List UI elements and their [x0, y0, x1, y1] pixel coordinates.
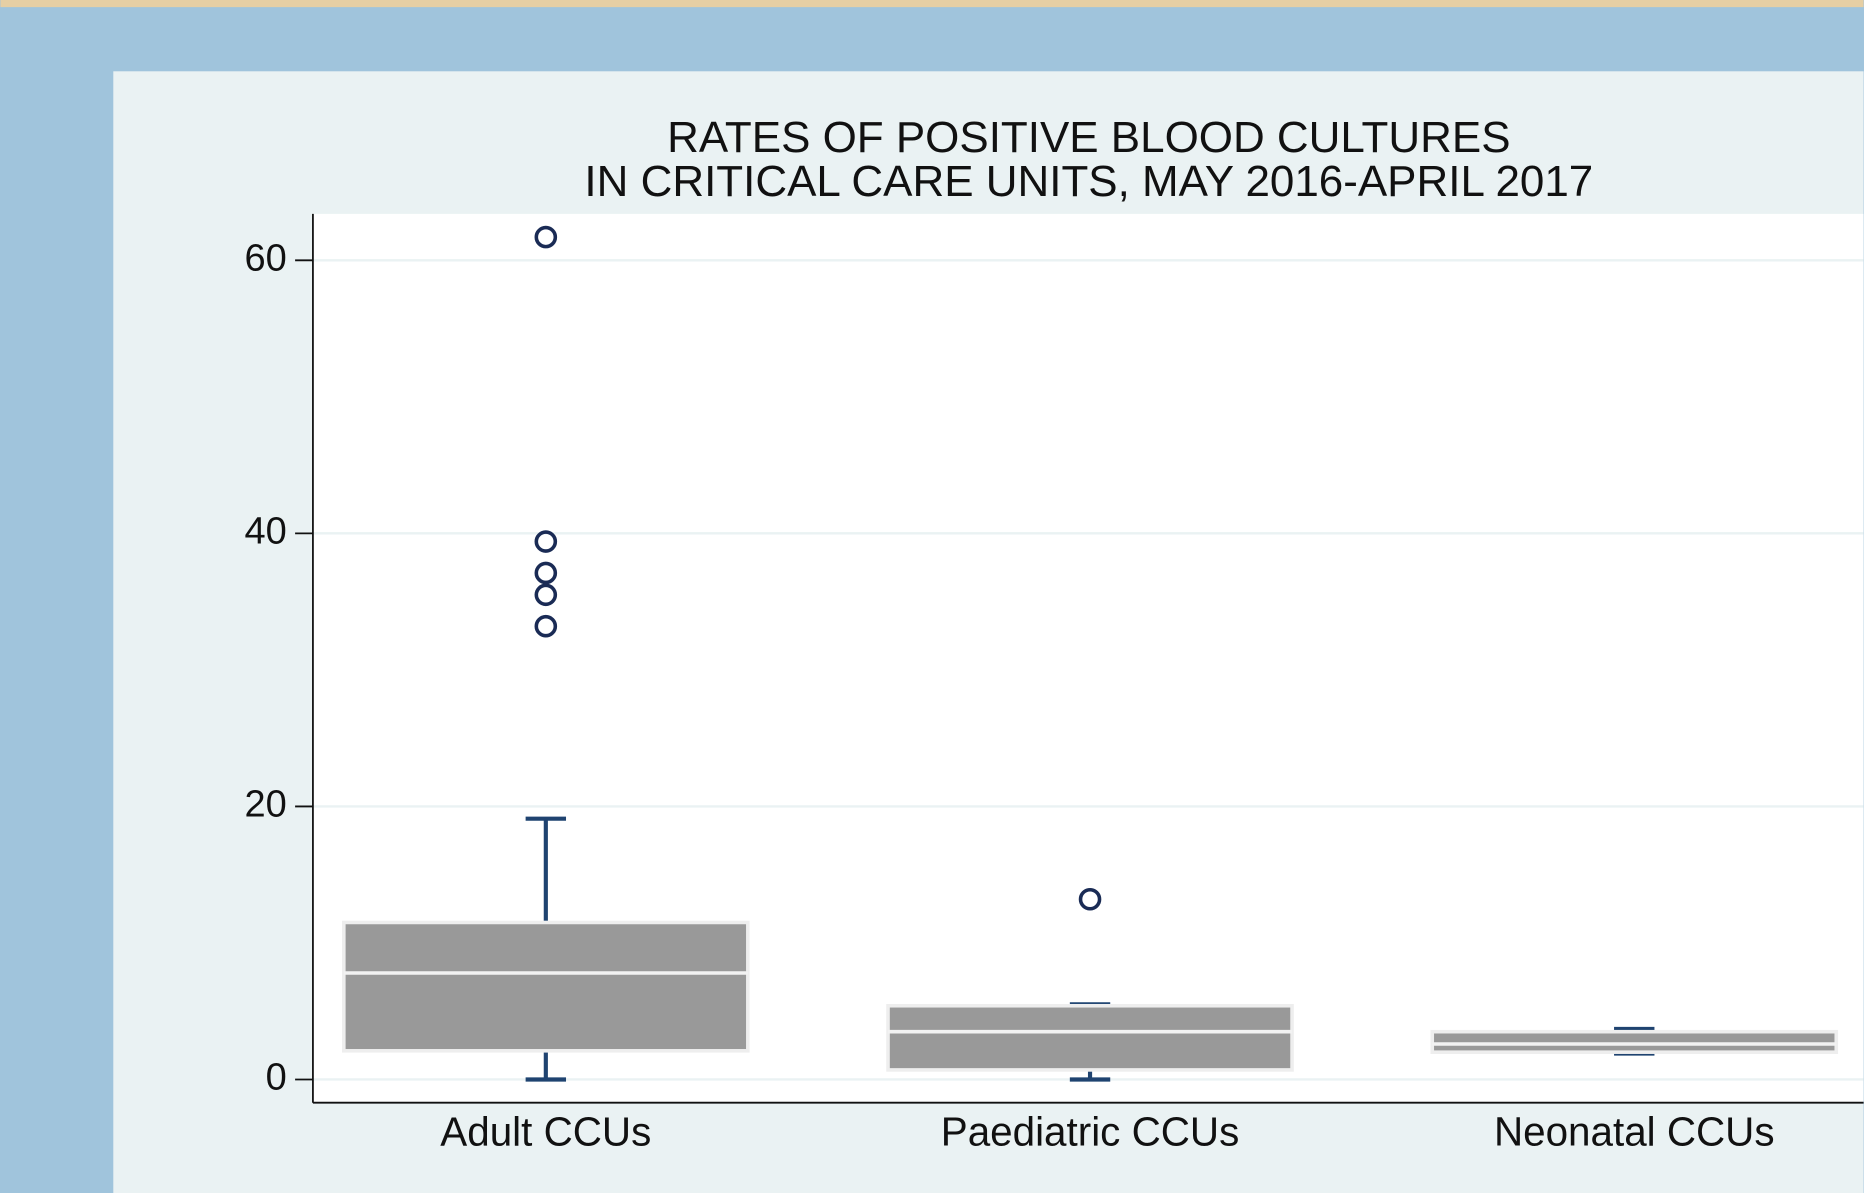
x-tick-label: Adult CCUs	[440, 1108, 651, 1154]
chart-title: IN CRITICAL CARE UNITS, MAY 2016-APRIL 2…	[584, 157, 1593, 206]
box	[886, 1003, 1294, 1072]
outlier	[534, 530, 558, 553]
x-tick-label: Paediatric CCUs	[941, 1108, 1240, 1154]
y-tick-label: 20	[244, 783, 286, 825]
outlier	[534, 225, 558, 249]
x-tick-label: Neonatal CCUs	[1494, 1108, 1775, 1154]
box	[342, 920, 750, 1053]
y-tick-label: 0	[266, 1057, 287, 1099]
chart-title: RATES OF POSITIVE BLOOD CULTURES	[667, 113, 1510, 162]
outlier	[534, 561, 558, 585]
outlier	[534, 614, 558, 638]
y-tick-label: 40	[244, 510, 286, 552]
outlier	[1078, 887, 1102, 911]
top-strip	[0, 0, 1864, 8]
y-tick-label: 60	[244, 237, 286, 279]
box	[1430, 1029, 1839, 1054]
outlier	[534, 583, 558, 607]
